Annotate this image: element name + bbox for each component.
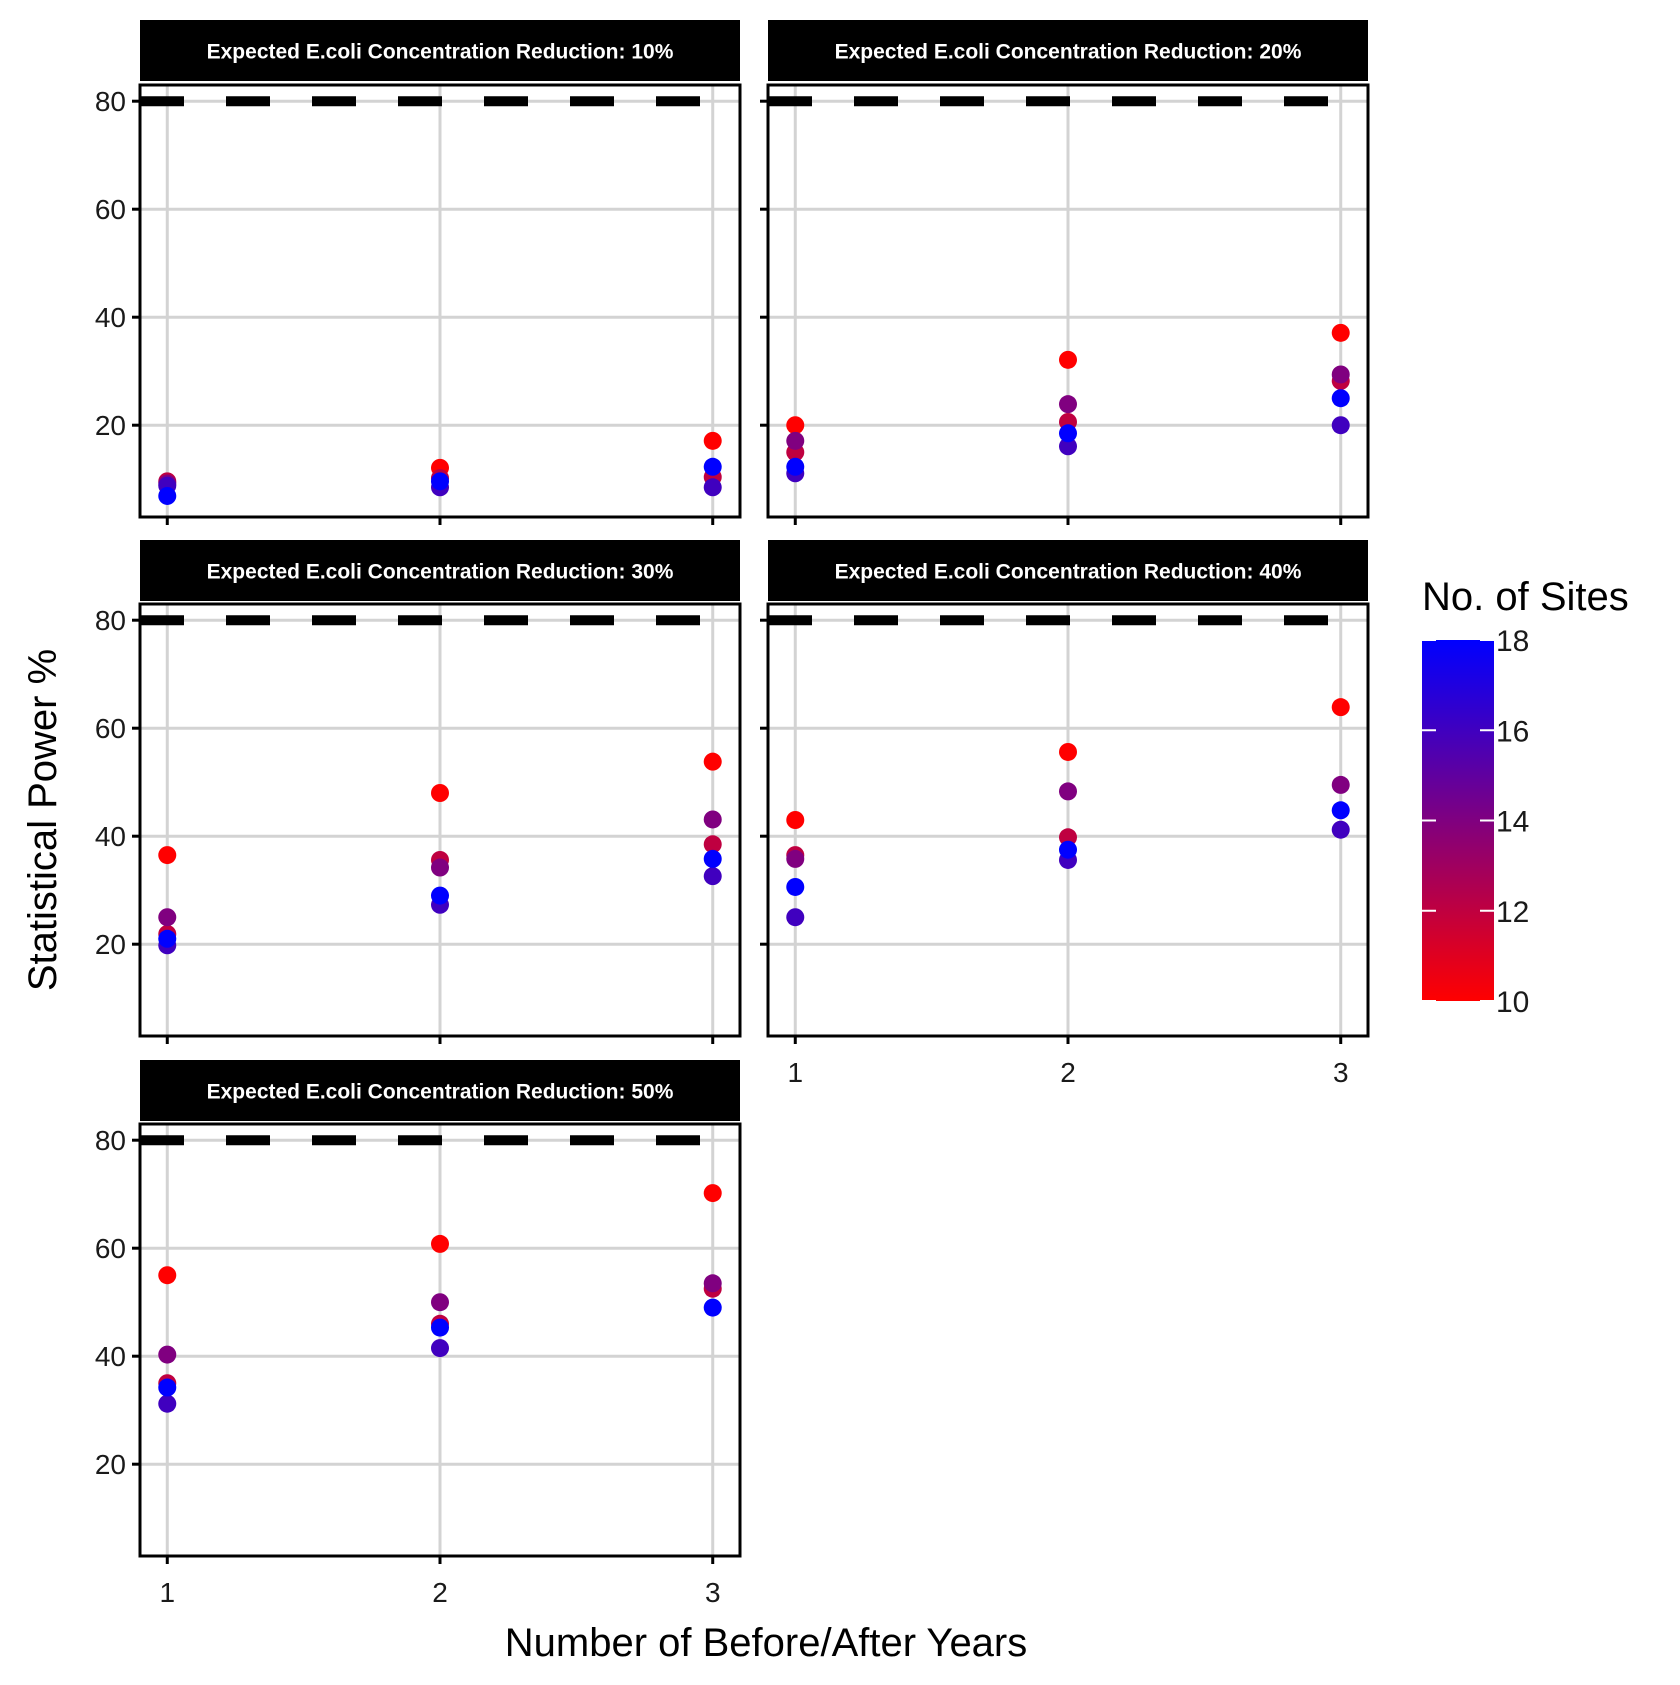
- data-point: [703, 835, 722, 854]
- data-point: [703, 1274, 722, 1293]
- facet-strip: [768, 540, 1368, 601]
- facet-strip: [140, 1060, 740, 1121]
- legend-tick-label: 14: [1496, 806, 1529, 839]
- x-tick-label: 2: [1060, 1057, 1076, 1088]
- facet-title: Expected E.coli Concentration Reduction:…: [207, 41, 674, 64]
- data-point: [431, 472, 449, 491]
- facet-strip: [140, 540, 740, 601]
- data-point: [1059, 742, 1077, 761]
- data-point: [703, 849, 722, 868]
- facet-panel: Expected E.coli Concentration Reduction:…: [760, 540, 1370, 1088]
- y-tick-label: 40: [95, 1341, 126, 1372]
- data-point: [1331, 323, 1350, 342]
- x-tick-label: 3: [705, 1577, 721, 1608]
- data-point: [158, 1378, 177, 1397]
- x-tick-label: 1: [159, 1577, 175, 1608]
- legend-tick-label: 18: [1496, 625, 1529, 658]
- data-point: [158, 846, 177, 865]
- data-point: [786, 457, 805, 476]
- facet-panel: Expected E.coli Concentration Reduction:…: [95, 540, 742, 1044]
- facet-panel: Expected E.coli Concentration Reduction:…: [760, 20, 1370, 525]
- y-tick-label: 80: [95, 86, 126, 117]
- data-point: [1059, 424, 1077, 443]
- facet-title: Expected E.coli Concentration Reduction:…: [207, 1081, 674, 1104]
- data-point: [431, 1293, 449, 1312]
- y-tick-label: 60: [95, 1233, 126, 1264]
- y-tick-label: 20: [95, 929, 126, 960]
- facet-panel: Expected E.coli Concentration Reduction:…: [95, 20, 742, 525]
- data-point: [431, 858, 449, 877]
- data-point: [1059, 437, 1077, 456]
- y-tick-label: 60: [95, 713, 126, 744]
- facet-title: Expected E.coli Concentration Reduction:…: [207, 561, 674, 584]
- data-point: [703, 752, 722, 771]
- data-point: [703, 457, 722, 476]
- data-point: [703, 478, 722, 497]
- y-tick-label: 60: [95, 194, 126, 225]
- data-point: [1331, 820, 1350, 839]
- data-point: [786, 811, 805, 829]
- data-point: [1331, 389, 1350, 408]
- legend-title: No. of Sites: [1422, 575, 1629, 619]
- x-axis-title: Number of Before/After Years: [505, 1621, 1028, 1665]
- data-point: [786, 431, 805, 450]
- facet-strip: [140, 20, 740, 81]
- x-tick-label: 2: [432, 1577, 448, 1608]
- data-point: [158, 929, 177, 948]
- data-point: [158, 486, 177, 505]
- data-point: [158, 908, 177, 927]
- data-point: [431, 784, 449, 802]
- color-legend: No. of Sites 10 12 14 16 18: [1422, 575, 1629, 1019]
- y-tick-label: 80: [95, 605, 126, 636]
- data-point: [158, 1394, 177, 1413]
- facet-panel: Expected E.coli Concentration Reduction:…: [95, 1060, 742, 1608]
- data-point: [786, 416, 805, 435]
- data-point: [703, 1298, 722, 1317]
- data-point: [158, 1345, 177, 1364]
- facet-title: Expected E.coli Concentration Reduction:…: [835, 41, 1302, 64]
- data-point: [1331, 698, 1350, 717]
- data-point: [703, 431, 722, 450]
- facet-title: Expected E.coli Concentration Reduction:…: [835, 561, 1302, 584]
- data-point: [431, 1318, 449, 1337]
- data-point: [1059, 782, 1077, 801]
- data-point: [703, 867, 722, 886]
- data-point: [703, 1184, 722, 1203]
- x-tick-label: 1: [787, 1057, 803, 1088]
- legend-tick-label: 12: [1496, 896, 1529, 929]
- legend-tick-label: 10: [1496, 986, 1529, 1019]
- data-point: [786, 877, 805, 896]
- y-tick-label: 80: [95, 1125, 126, 1156]
- data-point: [1059, 395, 1077, 414]
- y-tick-label: 20: [95, 410, 126, 441]
- data-point: [431, 1339, 449, 1358]
- data-point: [1059, 350, 1077, 369]
- data-point: [786, 849, 805, 868]
- data-point: [1331, 801, 1350, 820]
- y-tick-label: 20: [95, 1449, 126, 1480]
- y-tick-label: 40: [95, 821, 126, 852]
- data-point: [1059, 840, 1077, 859]
- data-point: [1331, 416, 1350, 435]
- y-tick-label: 40: [95, 302, 126, 333]
- x-tick-label: 3: [1333, 1057, 1349, 1088]
- data-point: [1331, 775, 1350, 794]
- data-point: [431, 1234, 449, 1253]
- data-point: [703, 810, 722, 829]
- data-point: [158, 1266, 177, 1285]
- facet-strip: [768, 20, 1368, 81]
- legend-tick-label: 16: [1496, 715, 1529, 748]
- data-point: [1059, 828, 1077, 847]
- data-point: [1331, 365, 1350, 384]
- data-point: [431, 886, 449, 905]
- data-point: [786, 908, 805, 927]
- y-axis-title: Statistical Power %: [21, 649, 65, 991]
